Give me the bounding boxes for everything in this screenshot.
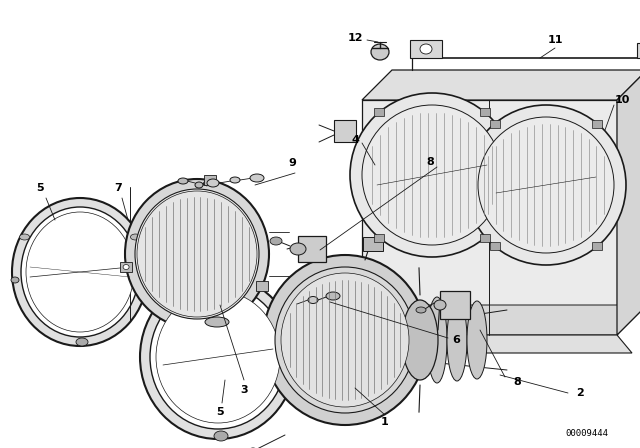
- Ellipse shape: [76, 338, 88, 346]
- Ellipse shape: [178, 178, 188, 184]
- Bar: [298, 236, 326, 262]
- Ellipse shape: [447, 299, 467, 381]
- Bar: [440, 291, 470, 319]
- Bar: [256, 281, 268, 291]
- Bar: [480, 234, 490, 242]
- Bar: [374, 108, 384, 116]
- Bar: [490, 242, 500, 250]
- Bar: [334, 120, 356, 142]
- Text: 11: 11: [547, 35, 563, 45]
- Ellipse shape: [21, 207, 139, 337]
- Ellipse shape: [350, 93, 514, 257]
- Ellipse shape: [140, 275, 296, 439]
- Ellipse shape: [205, 317, 229, 327]
- Ellipse shape: [416, 307, 426, 313]
- Ellipse shape: [214, 431, 228, 441]
- Ellipse shape: [195, 182, 203, 188]
- Text: 8: 8: [513, 377, 521, 387]
- Bar: [410, 40, 442, 58]
- Ellipse shape: [290, 243, 306, 255]
- Polygon shape: [362, 70, 640, 100]
- Ellipse shape: [371, 44, 389, 60]
- Ellipse shape: [131, 234, 140, 240]
- Ellipse shape: [11, 277, 19, 283]
- Ellipse shape: [434, 300, 446, 310]
- Ellipse shape: [427, 297, 447, 383]
- Ellipse shape: [137, 191, 257, 317]
- Bar: [480, 108, 490, 116]
- Text: 7: 7: [114, 183, 122, 193]
- Ellipse shape: [362, 105, 502, 245]
- Ellipse shape: [275, 267, 415, 413]
- Text: 8: 8: [426, 157, 434, 167]
- Ellipse shape: [402, 300, 438, 380]
- Ellipse shape: [467, 301, 487, 379]
- Ellipse shape: [207, 179, 219, 187]
- Ellipse shape: [26, 212, 134, 332]
- Polygon shape: [362, 100, 617, 335]
- Ellipse shape: [270, 237, 282, 245]
- Ellipse shape: [150, 285, 286, 429]
- Text: 5: 5: [216, 407, 224, 417]
- Text: 4: 4: [351, 135, 359, 145]
- Ellipse shape: [263, 255, 427, 425]
- Ellipse shape: [125, 179, 269, 329]
- Text: 00009444: 00009444: [565, 429, 608, 438]
- Bar: [204, 175, 216, 185]
- Text: 3: 3: [240, 385, 248, 395]
- Text: 12: 12: [348, 33, 363, 43]
- Bar: [120, 262, 132, 272]
- Bar: [374, 234, 384, 242]
- Bar: [593, 242, 602, 250]
- Ellipse shape: [420, 44, 432, 54]
- Ellipse shape: [466, 105, 626, 265]
- Ellipse shape: [135, 189, 259, 319]
- Bar: [490, 120, 500, 128]
- Polygon shape: [617, 70, 640, 335]
- Text: 6: 6: [452, 335, 460, 345]
- Ellipse shape: [308, 297, 318, 303]
- Ellipse shape: [20, 234, 29, 240]
- Ellipse shape: [12, 198, 148, 346]
- Ellipse shape: [281, 273, 409, 407]
- Bar: [637, 43, 640, 58]
- Text: 9: 9: [288, 158, 296, 168]
- Ellipse shape: [230, 177, 240, 183]
- Text: 2: 2: [576, 388, 584, 398]
- Text: 1: 1: [381, 417, 389, 427]
- Ellipse shape: [250, 174, 264, 182]
- Bar: [593, 120, 602, 128]
- Text: 5: 5: [36, 183, 44, 193]
- Ellipse shape: [326, 292, 340, 300]
- Ellipse shape: [195, 232, 235, 276]
- Polygon shape: [342, 335, 632, 353]
- Ellipse shape: [478, 117, 614, 253]
- Text: 10: 10: [614, 95, 630, 105]
- Ellipse shape: [156, 291, 280, 423]
- Bar: [363, 237, 383, 251]
- Polygon shape: [362, 305, 640, 335]
- Ellipse shape: [123, 264, 129, 270]
